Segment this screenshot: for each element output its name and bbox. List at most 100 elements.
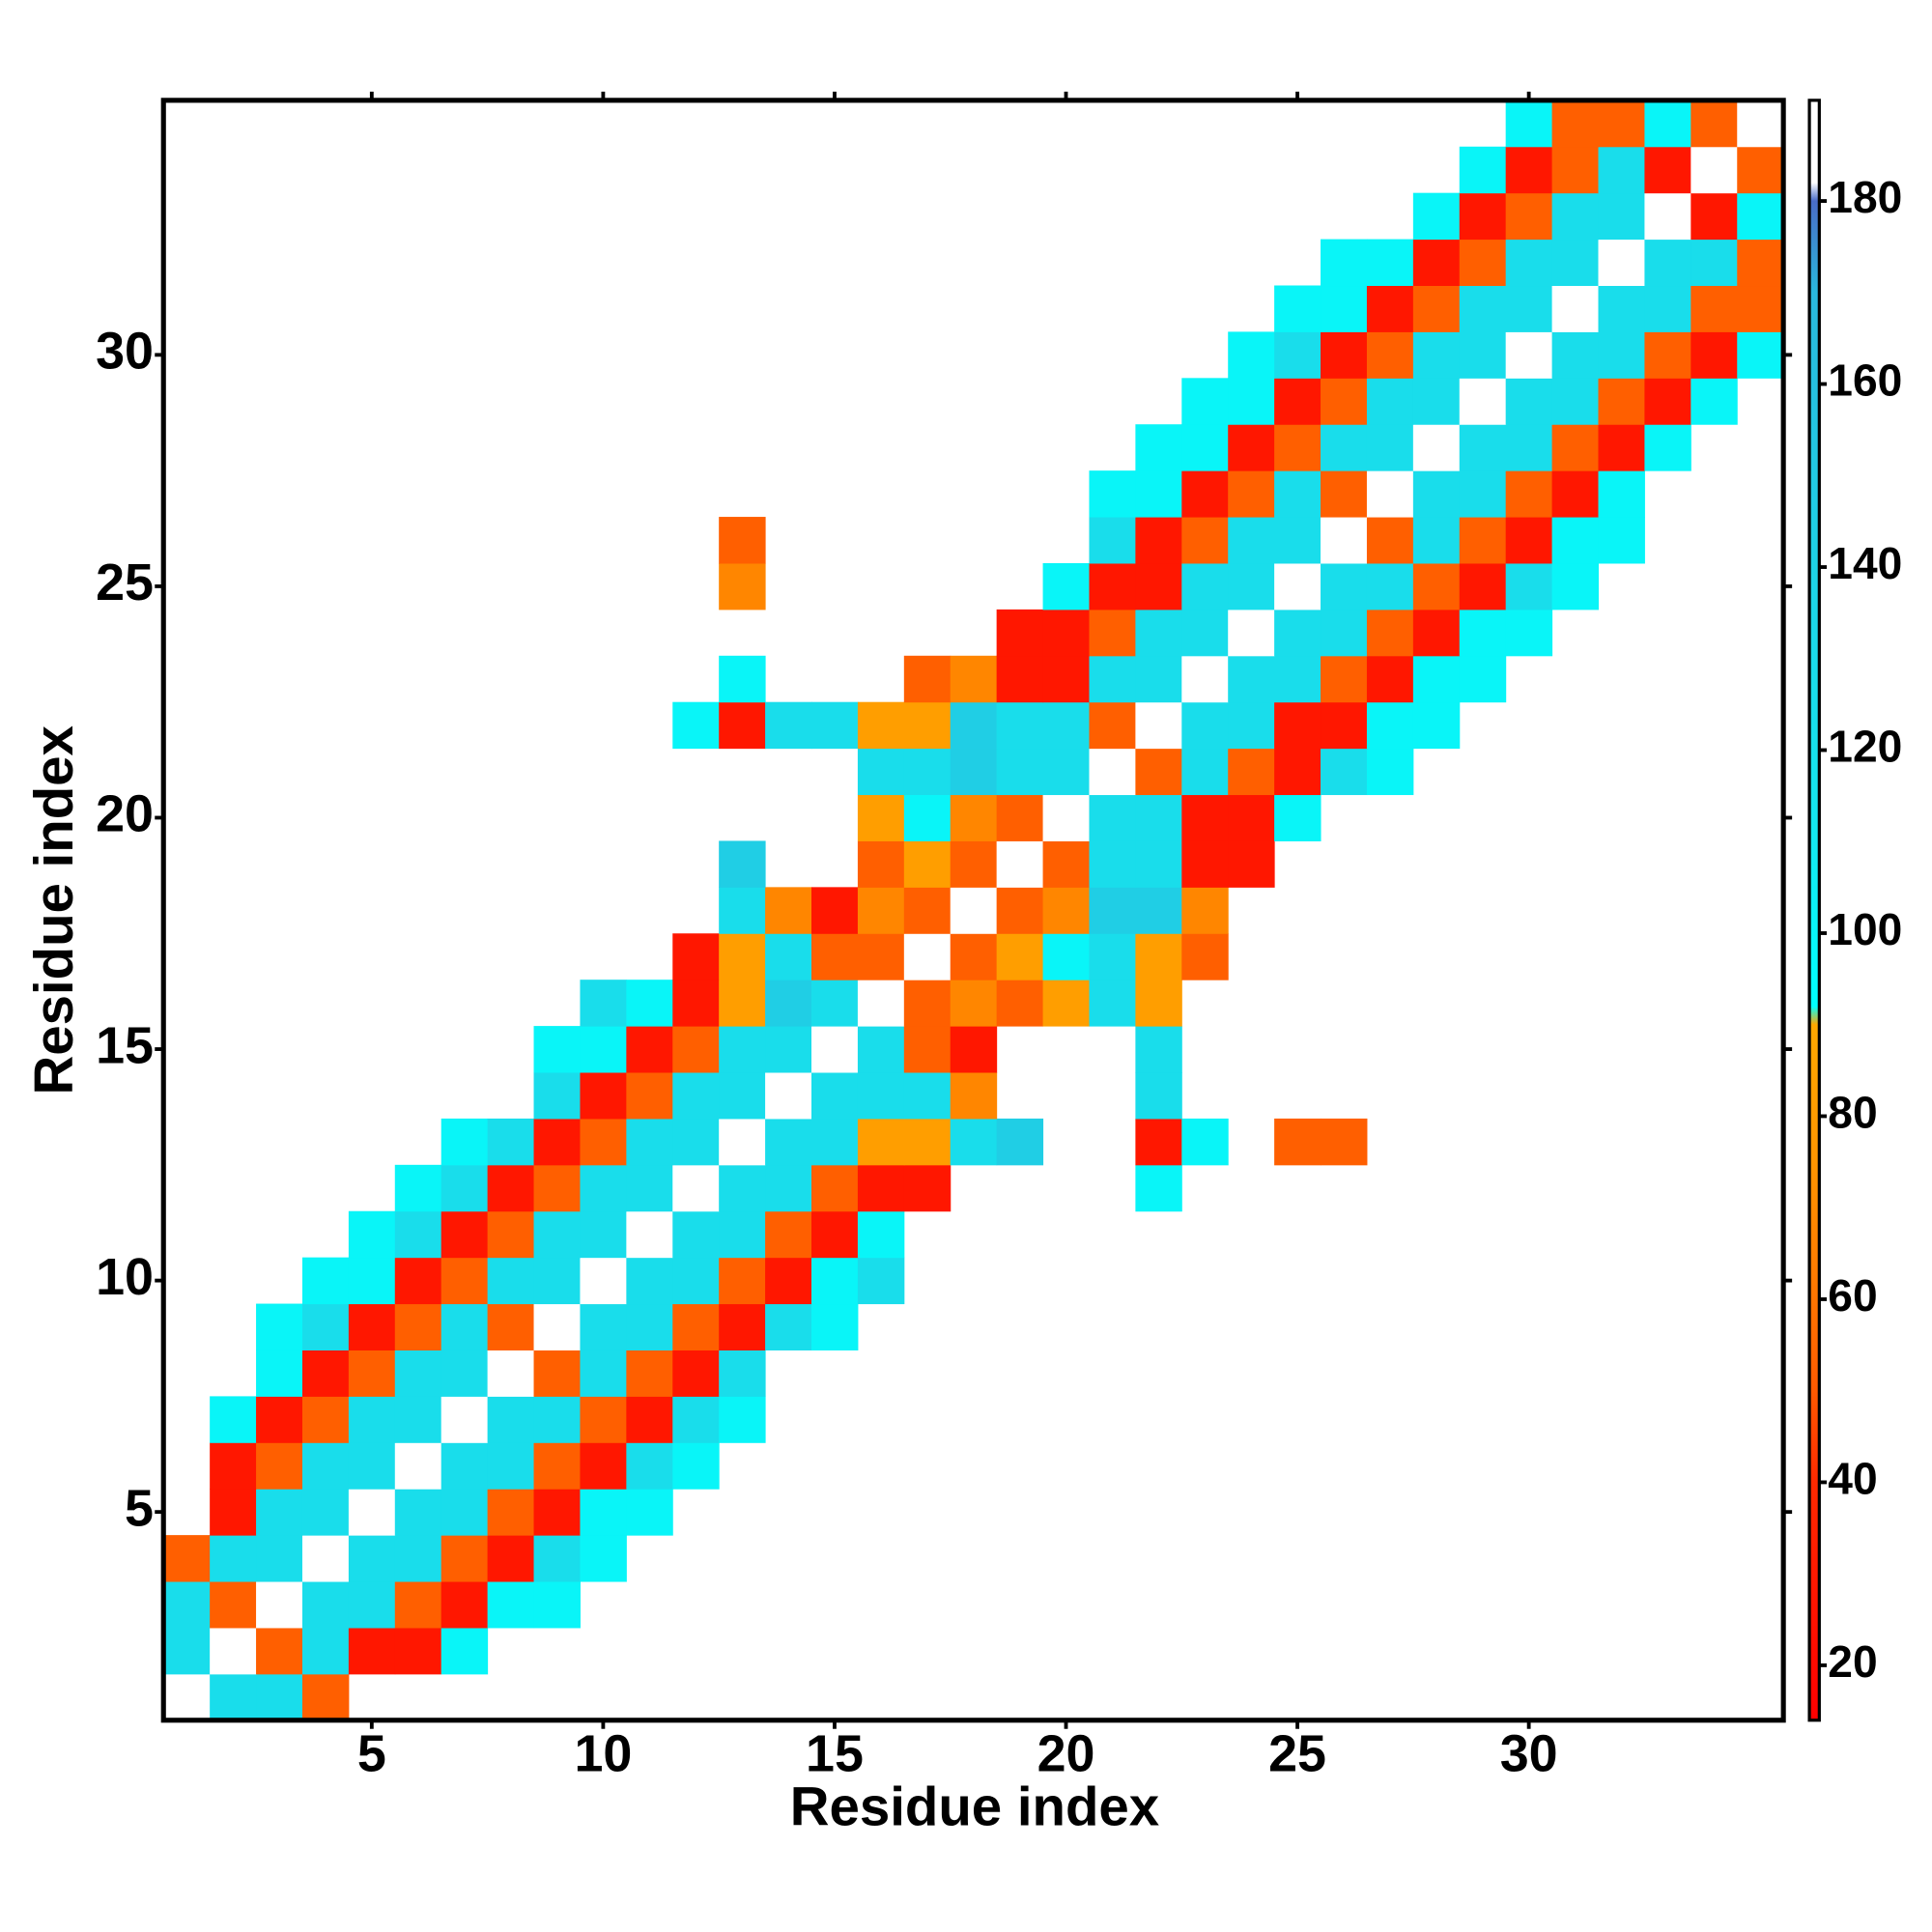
heat-cell xyxy=(1737,146,1784,194)
heat-cell xyxy=(1505,192,1553,241)
heat-cell xyxy=(1459,562,1507,611)
heat-cell xyxy=(1690,239,1738,287)
heat-cell xyxy=(811,1118,859,1166)
y-axis-label: Residue index xyxy=(23,725,84,1094)
heat-cell xyxy=(1366,517,1414,564)
heat-cell xyxy=(1644,239,1691,287)
heat-cell xyxy=(672,701,720,750)
heat-cell xyxy=(1412,424,1461,471)
heat-cell xyxy=(1690,378,1738,425)
heat-cell xyxy=(1274,424,1321,471)
heat-cell xyxy=(719,1257,766,1305)
heat-cell xyxy=(626,1442,673,1490)
heat-cell xyxy=(765,980,812,1027)
heat-cell xyxy=(950,1072,998,1120)
heat-cell xyxy=(1551,99,1600,148)
heat-cell xyxy=(487,1118,535,1166)
heat-cell xyxy=(811,1164,859,1212)
heat-cell xyxy=(811,887,859,934)
heat-cell xyxy=(719,517,766,564)
heat-cell xyxy=(811,1072,859,1120)
heat-cell xyxy=(394,1581,442,1629)
heat-cell xyxy=(1598,331,1645,379)
heat-cell xyxy=(440,1581,489,1629)
heat-cell xyxy=(765,701,812,750)
heat-cell xyxy=(580,1257,627,1305)
heat-cell xyxy=(765,1118,812,1166)
heat-cell xyxy=(1551,424,1600,471)
heat-cell xyxy=(1551,331,1600,379)
colorbar-tick-label: 60 xyxy=(1828,1270,1877,1321)
heat-cell xyxy=(533,1026,581,1073)
heat-cell xyxy=(950,933,998,980)
y-tick-label: 25 xyxy=(96,554,154,611)
heat-cell xyxy=(1274,794,1321,841)
heat-cell xyxy=(1459,655,1507,703)
heat-cell xyxy=(1551,146,1600,194)
colorbar-tick-label: 180 xyxy=(1828,172,1902,222)
heat-cell xyxy=(487,1303,535,1350)
heat-cell xyxy=(440,1257,489,1305)
heat-cell xyxy=(1366,609,1414,657)
heat-cell xyxy=(301,1581,350,1629)
heat-cell xyxy=(950,840,998,888)
heat-cell xyxy=(580,1118,627,1166)
heat-cell xyxy=(394,1350,442,1397)
heat-cell xyxy=(163,1581,211,1629)
heat-cell xyxy=(1459,378,1507,425)
heat-cell xyxy=(1135,609,1182,657)
heat-cell xyxy=(394,1627,442,1675)
heat-cell xyxy=(1181,840,1229,888)
heat-cell xyxy=(903,701,952,750)
heat-cell xyxy=(301,1627,350,1675)
heat-cell xyxy=(1135,701,1182,750)
heat-cell xyxy=(1089,887,1136,934)
heat-cell xyxy=(1737,331,1784,379)
heat-cell xyxy=(811,1303,859,1350)
heat-cell xyxy=(301,1673,350,1721)
heat-cell xyxy=(1181,424,1229,471)
heat-cell xyxy=(1089,701,1136,750)
heat-cell xyxy=(1598,192,1645,241)
heat-cell xyxy=(1135,655,1182,703)
heat-cell xyxy=(672,1118,720,1166)
heat-cell xyxy=(1690,99,1738,148)
heat-cell xyxy=(903,1072,952,1120)
heat-cell xyxy=(1135,1118,1182,1166)
heat-cell xyxy=(626,980,673,1027)
heat-cell xyxy=(996,840,1044,888)
heat-cell xyxy=(811,933,859,980)
heat-cell xyxy=(348,1210,396,1259)
heat-cell xyxy=(1089,470,1136,518)
heat-cell xyxy=(1228,748,1275,796)
heat-cell xyxy=(1505,517,1553,564)
heat-cell xyxy=(1505,562,1553,611)
heat-cell xyxy=(1644,192,1691,241)
heat-cell xyxy=(765,1303,812,1350)
heat-cell xyxy=(1690,285,1738,332)
heat-cell xyxy=(1274,748,1321,796)
heat-cell xyxy=(1505,239,1553,287)
heat-cell xyxy=(1459,239,1507,287)
heat-cell xyxy=(301,1535,350,1582)
heat-cell xyxy=(1505,378,1553,425)
heat-cell xyxy=(626,1118,673,1166)
heat-cell xyxy=(487,1350,535,1397)
heat-cell xyxy=(1321,609,1368,657)
heat-cell xyxy=(996,609,1044,657)
heat-cell xyxy=(1089,840,1136,888)
heat-cell xyxy=(1274,331,1321,379)
heat-cell xyxy=(1321,378,1368,425)
heat-cell xyxy=(1089,655,1136,703)
heat-cell xyxy=(1321,239,1368,287)
y-tick-label: 15 xyxy=(96,1016,154,1074)
heat-cell xyxy=(1228,331,1275,379)
heat-cell xyxy=(857,1257,905,1305)
heat-cell xyxy=(1644,99,1691,148)
heat-cell xyxy=(903,1164,952,1212)
heat-cell xyxy=(719,1026,766,1073)
heat-cell xyxy=(1598,424,1645,471)
heat-cell xyxy=(672,933,720,980)
heat-cell xyxy=(256,1442,303,1490)
colorbar-tick-label: 160 xyxy=(1828,355,1902,406)
